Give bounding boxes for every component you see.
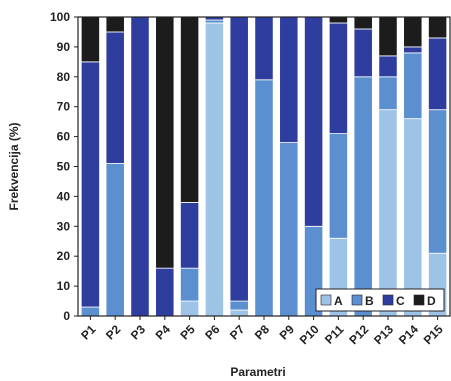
bar-p7-c: [229, 16, 249, 302]
bar-p7-a: [229, 309, 249, 317]
bar-p8-c: [254, 16, 274, 81]
y-tick-label: 20: [57, 249, 71, 263]
x-tick-label-p15: P15: [421, 322, 446, 347]
x-tick-label-p7: P7: [227, 322, 248, 343]
legend-box: [315, 288, 445, 312]
bar-p14-a: [403, 118, 423, 317]
bar-p11-d: [328, 16, 348, 24]
x-tick-label-p5: P5: [177, 322, 198, 343]
bar-p2-c: [105, 31, 125, 164]
x-tick-label-p4: P4: [153, 322, 174, 343]
bar-p2-d: [105, 16, 125, 33]
x-tick-label-p12: P12: [346, 322, 371, 347]
legend-label-d: D: [427, 294, 436, 308]
x-tick-label-p6: P6: [202, 322, 223, 343]
bar-p4-d: [155, 16, 175, 269]
bar-p14-d: [403, 16, 423, 48]
bars-group: [80, 16, 448, 317]
x-tick-label-p8: P8: [252, 322, 273, 343]
y-tick-label: 80: [57, 70, 71, 84]
legend-swatch-a: [320, 294, 332, 306]
bar-p5-b: [180, 267, 200, 302]
bar-p5-a: [180, 300, 200, 317]
bar-p15-d: [428, 16, 448, 39]
bar-p13-b: [378, 76, 398, 111]
bar-p15-c: [428, 37, 448, 111]
legend-swatch-c: [382, 294, 394, 306]
bar-p12-c: [353, 28, 373, 78]
legend-label-b: B: [365, 294, 374, 308]
legend: A B C D: [315, 288, 445, 312]
bar-p11-b: [328, 133, 348, 239]
bar-p9-b: [279, 142, 299, 317]
y-tick-label: 40: [57, 189, 71, 203]
y-axis-title: Frekvencija (%): [7, 122, 21, 210]
bar-p13-a: [378, 109, 398, 317]
bar-p12-d: [353, 16, 373, 30]
bar-p14-c: [403, 46, 423, 54]
legend-label-c: C: [396, 294, 405, 308]
bar-p1-b: [80, 306, 100, 317]
bar-p4-c: [155, 267, 175, 317]
bar-p13-c: [378, 55, 398, 78]
bar-p7-b: [229, 300, 249, 311]
y-tick-label: 0: [63, 309, 70, 323]
x-tick-label-p11: P11: [322, 322, 347, 347]
x-tick-label-p13: P13: [371, 322, 396, 347]
x-axis: P1 P2 P3 P4 P5 P6 P7 P8 P9 P10 P11 P12 P13 P14 P15: [78, 316, 446, 347]
bar-p8-b: [254, 79, 274, 317]
bar-p5-d: [180, 16, 200, 203]
y-tick-label: 50: [57, 160, 71, 174]
x-axis-title: Parametri: [230, 365, 285, 379]
y-tick-label: 90: [57, 40, 71, 54]
x-tick-label-p10: P10: [297, 322, 322, 347]
bar-p6-b: [204, 19, 224, 24]
bar-p6-a: [204, 22, 224, 317]
y-axis: 0 10 20 30 40 50 60 70 80 90 100: [50, 10, 78, 323]
y-tick-label: 60: [57, 130, 71, 144]
legend-swatch-d: [413, 294, 425, 306]
x-tick-label-p3: P3: [128, 322, 149, 343]
y-tick-label: 30: [57, 219, 71, 233]
legend-label-a: A: [334, 294, 343, 308]
x-tick-label-p9: P9: [277, 322, 298, 343]
bar-p5-c: [180, 201, 200, 269]
x-tick-label-p14: P14: [396, 322, 421, 347]
bar-p1-d: [80, 16, 100, 63]
bar-p2-b: [105, 163, 125, 317]
bar-p10-c: [304, 16, 324, 227]
bar-p11-c: [328, 22, 348, 135]
bar-p13-d: [378, 16, 398, 57]
x-tick-label-p2: P2: [103, 322, 124, 343]
bar-p15-b: [428, 109, 448, 254]
bar-p9-c: [279, 16, 299, 143]
legend-swatch-b: [351, 294, 363, 306]
y-tick-label: 10: [57, 279, 71, 293]
y-tick-label: 70: [57, 100, 71, 114]
bar-p12-b: [353, 76, 373, 317]
bar-p14-b: [403, 52, 423, 120]
x-tick-label-p1: P1: [78, 322, 99, 343]
y-tick-label: 100: [50, 10, 70, 24]
bar-p1-c: [80, 61, 100, 308]
bar-p3-c: [130, 16, 150, 317]
